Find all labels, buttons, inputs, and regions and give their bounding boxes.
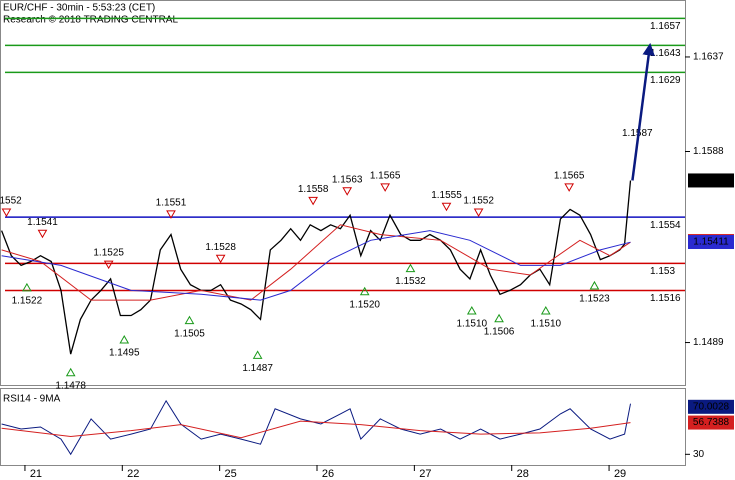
pivot-label: 1.1551 <box>156 198 187 209</box>
pivot-label: 1.1552 <box>463 196 494 207</box>
pivot-label: 1.1478 <box>55 380 86 391</box>
forecast-arrow <box>631 42 655 181</box>
pivot-low <box>589 280 600 290</box>
pivot-label: 1.1565 <box>554 171 585 182</box>
series-line <box>1 230 631 301</box>
pivot-label: 1.1505 <box>174 328 205 339</box>
y-tick-label: 1.1637 <box>693 52 724 63</box>
pivot-high <box>215 254 226 264</box>
x-tick-label: 28 <box>517 468 529 480</box>
x-tick-label: 29 <box>614 468 626 480</box>
x-tick-label: 25 <box>225 468 237 480</box>
pivot-label: 1.1510 <box>457 319 488 330</box>
level-label: 1.1629 <box>650 75 681 86</box>
pivot-label: 1.1541 <box>27 217 58 228</box>
rsi-title: RSI14 - 9MA <box>3 394 61 405</box>
level-label: 1.153 <box>650 266 675 277</box>
pivot-label: 1.1520 <box>349 299 380 310</box>
pivot-label: 1.1565 <box>370 171 401 182</box>
rsi-panel <box>0 388 686 466</box>
pivot-high <box>37 229 48 239</box>
x-tick-label: 26 <box>322 468 334 480</box>
pivot-low <box>540 306 551 315</box>
pivot-label: 1.1532 <box>395 276 426 287</box>
series-line <box>1 224 631 301</box>
pivot-high <box>473 208 484 217</box>
last-value-label: 1.1573 <box>696 175 727 186</box>
pivot-low <box>184 315 195 325</box>
last-value-label: 70.0028 <box>693 401 730 412</box>
series-line <box>1 420 631 439</box>
pivot-high <box>380 183 391 192</box>
y-tick-label: 1.1588 <box>693 146 724 157</box>
last-value-box <box>688 173 734 188</box>
pivot-high <box>342 187 353 196</box>
pivot-high <box>441 202 452 212</box>
level-label: 1.1554 <box>650 220 681 231</box>
pivot-high <box>166 210 176 219</box>
last-value-label: 1.15411 <box>693 237 729 248</box>
pivot-high <box>564 183 575 192</box>
last-value-label: 56.7388 <box>693 417 730 428</box>
chart-subtitle: Research © 2018 TRADING CENTRAL <box>3 15 178 26</box>
pivot-high <box>308 196 318 206</box>
pivot-label: 1.1510 <box>530 319 561 330</box>
level-label: 1.1643 <box>650 48 681 59</box>
last-value-box <box>688 235 734 250</box>
pivot-label: 1.1525 <box>93 248 124 259</box>
pivot-label: 1.1506 <box>484 326 515 337</box>
chart-title: EUR/CHF - 30min - 5:53:23 (CET) <box>3 3 155 14</box>
price-panel <box>0 0 686 386</box>
pivot-label: 1.1523 <box>579 294 610 305</box>
pivot-high <box>103 260 114 270</box>
pivot-label: 1.1487 <box>242 363 273 374</box>
pivot-label: 1.1558 <box>298 184 329 195</box>
pivot-low <box>22 282 32 292</box>
pivot-low <box>119 334 130 344</box>
level-label: 1.1657 <box>650 21 681 32</box>
last-value-box <box>688 415 734 430</box>
last-value-box <box>688 399 734 414</box>
x-tick-label: 27 <box>419 468 431 480</box>
y-tick-label: 30 <box>693 449 705 460</box>
pivot-low <box>405 263 416 273</box>
pivot-low <box>252 350 263 359</box>
x-tick-label: 21 <box>30 468 42 480</box>
pivot-high <box>1 208 12 217</box>
pivot-label: 1.1552 <box>0 196 22 207</box>
pivot-low <box>65 367 76 377</box>
level-label: 1.1516 <box>650 293 681 304</box>
series-line <box>1 399 631 456</box>
pivot-label: 1.1522 <box>12 296 43 307</box>
pivot-label: 1.1495 <box>109 348 140 359</box>
pivot-low <box>466 306 477 315</box>
y-tick-label: 1.1489 <box>693 337 724 348</box>
pivot-low <box>494 313 504 323</box>
pivot-label: 1.1528 <box>205 242 236 253</box>
pivot-label: 1.1563 <box>332 174 363 185</box>
pivot-label: 1.1555 <box>431 190 462 201</box>
pivot-low <box>359 286 370 296</box>
x-tick-label: 22 <box>127 468 139 480</box>
